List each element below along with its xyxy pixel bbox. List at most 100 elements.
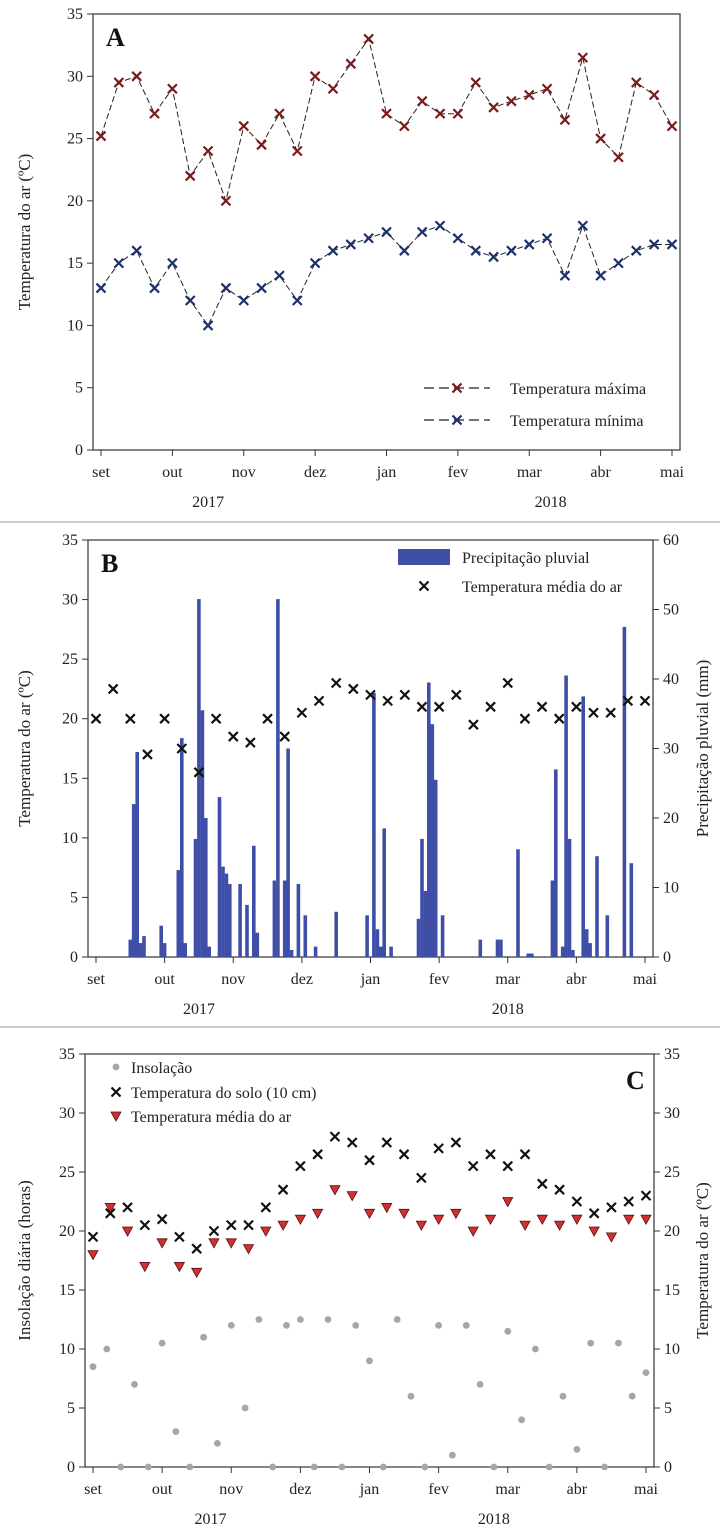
precipitation-bar	[622, 626, 627, 957]
air-temperature-point	[502, 1197, 514, 1208]
data-point-min	[488, 251, 499, 263]
data-point-min	[470, 245, 481, 256]
x-tick-label: dez	[291, 971, 313, 988]
data-point-max	[345, 58, 357, 70]
data-point-max	[309, 71, 321, 82]
precipitation-bar	[416, 918, 421, 957]
data-point-max	[666, 120, 678, 132]
insolation-point	[269, 1463, 277, 1471]
precipitation-bar	[289, 950, 294, 957]
insolation-point	[103, 1345, 111, 1353]
precipitation-bar	[440, 915, 445, 957]
temperature-point	[451, 689, 462, 701]
soil-temperature-point	[519, 1149, 531, 1160]
precipitation-bar	[224, 873, 229, 957]
right-y-tick-label: 0	[663, 949, 671, 966]
y-tick-label: 10	[67, 317, 83, 334]
soil-temperature-point	[191, 1243, 202, 1254]
data-point-min	[292, 295, 303, 306]
x-tick-label: set	[92, 464, 110, 481]
insolation-point	[545, 1463, 553, 1471]
insolation-point	[144, 1463, 152, 1471]
insolation-point	[241, 1404, 249, 1412]
insolation-point	[587, 1339, 595, 1347]
insolation-point	[573, 1445, 581, 1453]
data-point-min	[327, 245, 339, 256]
soil-temperature-point	[398, 1149, 410, 1160]
data-point-min	[238, 295, 250, 306]
panel-letter: C	[626, 1066, 645, 1095]
temperature-point	[227, 731, 239, 742]
data-point-max	[292, 145, 303, 157]
y-tick-label: 35	[62, 532, 78, 549]
precipitation-bar	[135, 752, 139, 957]
precipitation-bar	[427, 682, 431, 957]
data-point-max	[523, 89, 535, 101]
air-temperature-point	[294, 1214, 307, 1226]
data-point-min	[577, 220, 589, 232]
y-tick-label: 30	[59, 1105, 75, 1122]
insolation-point	[283, 1322, 290, 1329]
precipitation-bar	[420, 838, 424, 957]
legend-label: Insolação	[131, 1060, 192, 1077]
temperature-point	[416, 701, 428, 713]
air-temperature-point	[415, 1220, 428, 1231]
insolation-point	[255, 1316, 263, 1323]
precipitation-bar	[313, 946, 318, 957]
insolation-point	[214, 1440, 221, 1447]
data-point-min	[167, 257, 178, 269]
temperature-point	[571, 701, 582, 713]
air-temperature-point	[484, 1214, 497, 1226]
data-point-min	[523, 239, 535, 250]
temperature-point	[159, 713, 170, 724]
air-temperature-point	[139, 1262, 151, 1273]
temperature-point	[262, 713, 273, 724]
air-temperature-point	[553, 1220, 566, 1231]
y-tick-label: 15	[67, 255, 83, 272]
precipitation-bar	[217, 797, 222, 957]
precipitation-bar	[567, 838, 572, 957]
temperature-point	[90, 713, 102, 724]
precipitation-bar	[238, 884, 242, 957]
right-y-tick-label: 50	[663, 602, 679, 619]
air-temperature-point	[623, 1214, 635, 1226]
y-tick-label: 25	[62, 651, 78, 668]
precipitation-bar	[588, 943, 592, 957]
data-point-min	[381, 226, 392, 238]
data-point-min	[274, 270, 285, 281]
data-point-max	[220, 195, 232, 207]
precipitation-bar	[478, 939, 483, 957]
temperature-point	[639, 695, 651, 707]
precipitation-bar	[282, 880, 287, 957]
data-point-max	[363, 33, 374, 45]
y-tick-label: 25	[59, 1164, 75, 1181]
right-y-tick-label: 0	[664, 1459, 672, 1476]
temperature-point	[588, 707, 599, 719]
insolation-point	[476, 1381, 484, 1388]
data-point-min	[309, 257, 321, 269]
right-y-tick-label: 35	[664, 1046, 680, 1063]
insolation-point	[172, 1428, 180, 1435]
y-tick-label: 20	[59, 1223, 75, 1240]
data-point-min	[416, 226, 428, 238]
precipitation-bar	[193, 838, 198, 957]
right-y-tick-label: 20	[663, 810, 679, 827]
air-temperature-point	[605, 1232, 618, 1243]
x-tick-label: fev	[448, 464, 468, 481]
x-tick-label: jan	[376, 464, 397, 481]
y-tick-label: 15	[62, 770, 78, 787]
precipitation-bar	[629, 863, 634, 957]
insolation-point	[601, 1463, 608, 1471]
data-point-min	[131, 245, 142, 256]
precipitation-bar	[296, 884, 301, 957]
air-temperature-point	[191, 1267, 203, 1279]
precipitation-bar	[423, 891, 428, 957]
soil-temperature-point	[416, 1172, 427, 1184]
air-temperature-point	[260, 1226, 272, 1237]
data-point-max	[202, 145, 214, 157]
data-point-min	[363, 232, 374, 244]
data-point-min	[345, 239, 357, 250]
insolation-point	[421, 1463, 429, 1471]
x-tick-label: dez	[304, 464, 326, 481]
legend-marker-temperature	[418, 580, 430, 592]
